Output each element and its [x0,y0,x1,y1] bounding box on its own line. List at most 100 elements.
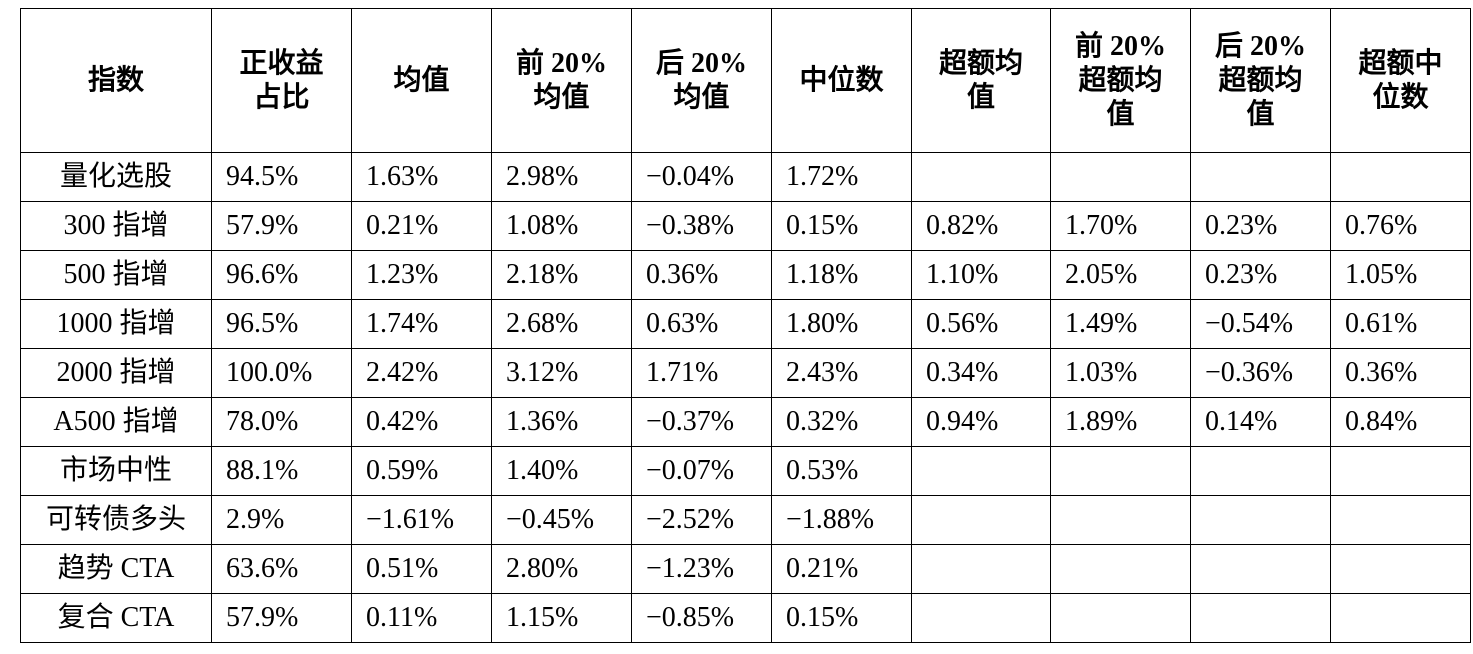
cell: 63.6% [211,544,352,594]
empty-cell [1330,495,1471,545]
empty-cell [1050,495,1191,545]
data-table: 指数 正收益 占比 均值前 20% 均值后 20% 均值 中位数 超额均值前 20% 超额均值后… [20,8,1471,643]
cell: 57.9% [211,593,352,643]
cell: −0.04% [631,152,772,202]
cell: 1.89% [1050,397,1191,447]
table-row: 2000 指增 100.0% 2.42% 3.12% 1.71% 2.43% 0.34% 1.… [20,348,1471,398]
empty-cell [1190,495,1331,545]
cell: 0.23% [1190,250,1331,300]
table-row: 1000 指增 96.5% 1.74% 2.68% 0.63% 1.80% 0.56% 1.4… [20,299,1471,349]
header-cell: 均值 [351,8,492,153]
header-line: 后 20% [655,47,747,79]
row-label: 2000 指增 [20,348,212,398]
table-row: 可转债多头 2.9% −1.61% −0.45% −2.52% −1.88% [20,495,1471,545]
table-body: 量化选股 94.5% 1.63% 2.98% −0.04% 1.72% 300 指增 57.9… [20,152,1471,643]
header-line: 超额均 [1078,64,1163,96]
empty-cell [1190,152,1331,202]
row-label: 复合 CTA [20,593,212,643]
header-line: 后 20% [1214,30,1306,62]
empty-cell [911,495,1051,545]
header-cell: 正收益 占比 [211,8,352,153]
header-line: 超额均 [1218,64,1303,96]
cell: 96.6% [211,250,352,300]
cell: 0.76% [1330,201,1471,251]
cell: 94.5% [211,152,352,202]
cell: 1.71% [631,348,772,398]
cell: 1.80% [771,299,912,349]
empty-cell [1330,593,1471,643]
cell: −0.37% [631,397,772,447]
cell: 0.32% [771,397,912,447]
header-line: 值 [1106,98,1135,130]
cell: 2.68% [491,299,632,349]
cell: 0.34% [911,348,1051,398]
table-row: 复合 CTA 57.9% 0.11% 1.15% −0.85% 0.15% [20,593,1471,643]
row-label: 量化选股 [20,152,212,202]
cell: 0.84% [1330,397,1471,447]
cell: 78.0% [211,397,352,447]
row-label: 趋势 CTA [20,544,212,594]
cell: 0.23% [1190,201,1331,251]
cell: −1.88% [771,495,912,545]
header-cell: 前 20% 均值 [491,8,632,153]
empty-cell [1330,152,1471,202]
empty-cell [1050,593,1191,643]
header-line: 前 20% [1074,30,1166,62]
header-line: 正收益 [239,47,324,79]
cell: 0.59% [351,446,492,496]
cell: 1.40% [491,446,632,496]
cell: −1.61% [351,495,492,545]
header-cell: 指数 [20,8,212,153]
cell: 2.18% [491,250,632,300]
empty-cell [1190,544,1331,594]
cell: 2.98% [491,152,632,202]
empty-cell [911,152,1051,202]
empty-cell [1050,446,1191,496]
header-line: 中位数 [799,64,884,96]
cell: 1.70% [1050,201,1191,251]
cell: 1.03% [1050,348,1191,398]
cell: 100.0% [211,348,352,398]
cell: −0.36% [1190,348,1331,398]
table-row: 趋势 CTA 63.6% 0.51% 2.80% −1.23% 0.21% [20,544,1471,594]
cell: 1.36% [491,397,632,447]
header-cell: 前 20% 超额均值 [1050,8,1191,153]
header-line: 位数 [1372,81,1429,113]
table-row: 量化选股 94.5% 1.63% 2.98% −0.04% 1.72% [20,152,1471,202]
header-line: 均值 [673,81,730,113]
cell: 88.1% [211,446,352,496]
cell: 0.63% [631,299,772,349]
cell: 1.15% [491,593,632,643]
cell: 0.15% [771,593,912,643]
cell: 0.36% [1330,348,1471,398]
header-line: 超额均 [938,47,1023,79]
empty-cell [1330,446,1471,496]
cell: −0.85% [631,593,772,643]
cell: 96.5% [211,299,352,349]
table-row: 市场中性 88.1% 0.59% 1.40% −0.07% 0.53% [20,446,1471,496]
row-label: 300 指增 [20,201,212,251]
cell: 1.63% [351,152,492,202]
header-cell: 超额均值 [911,8,1051,153]
cell: −0.45% [491,495,632,545]
cell: 0.94% [911,397,1051,447]
cell: 2.80% [491,544,632,594]
cell: 0.56% [911,299,1051,349]
cell: 1.23% [351,250,492,300]
header-line: 前 20% [515,47,607,79]
header-line: 均值 [533,81,590,113]
header-cell: 后 20% 均值 [631,8,772,153]
cell: −0.07% [631,446,772,496]
cell: 1.08% [491,201,632,251]
row-label: 1000 指增 [20,299,212,349]
header-line: 值 [966,81,995,113]
cell: 1.72% [771,152,912,202]
header-line: 均值 [393,64,450,96]
empty-cell [911,593,1051,643]
empty-cell [1330,544,1471,594]
cell: 57.9% [211,201,352,251]
cell: 0.21% [771,544,912,594]
cell: 0.61% [1330,299,1471,349]
empty-cell [1190,593,1331,643]
